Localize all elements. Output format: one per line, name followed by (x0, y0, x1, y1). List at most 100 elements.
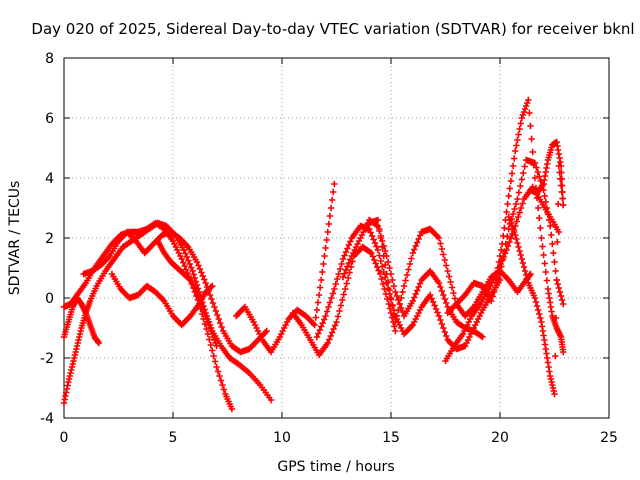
data-point (202, 312, 209, 320)
data-point (340, 291, 347, 298)
data-point (501, 248, 508, 255)
data-point (390, 282, 398, 290)
data-point (95, 339, 103, 347)
data-point (560, 201, 567, 209)
data-point (323, 308, 331, 315)
data-point (514, 195, 521, 203)
data-point (505, 192, 512, 200)
x-tick-label: 20 (491, 430, 509, 446)
data-point (448, 284, 456, 291)
data-point (531, 294, 539, 302)
data-point (312, 314, 319, 321)
data-point (526, 109, 533, 117)
data-point (527, 270, 534, 278)
data-point (450, 289, 457, 297)
data-point (213, 363, 220, 371)
data-point (186, 260, 193, 268)
data-point (513, 235, 520, 243)
data-point (506, 185, 514, 192)
data-point (498, 263, 505, 270)
data-point (211, 358, 219, 365)
data-point (443, 299, 450, 307)
data-point (208, 295, 215, 303)
data-point (440, 251, 447, 258)
data-point (211, 303, 218, 311)
data-point (263, 327, 270, 335)
data-point (438, 320, 446, 328)
x-tick-label: 10 (273, 430, 291, 446)
data-point (411, 246, 418, 253)
data-point (490, 288, 498, 296)
data-point (183, 253, 191, 261)
data-point (396, 300, 403, 308)
data-point (389, 276, 396, 284)
data-point (318, 276, 325, 284)
data-point (533, 302, 541, 310)
data-point (506, 216, 514, 224)
data-point (319, 268, 326, 276)
data-point (416, 232, 424, 239)
data-point (505, 213, 512, 221)
data-point (376, 225, 383, 233)
data-point (393, 292, 401, 300)
data-point (531, 174, 539, 182)
data-point (504, 200, 511, 208)
data-point (532, 298, 540, 306)
data-point (427, 291, 434, 299)
data-point (393, 312, 401, 320)
data-point (413, 287, 421, 294)
data-point (403, 271, 411, 279)
data-point (189, 267, 196, 275)
data-point (214, 311, 221, 319)
data-point (344, 274, 352, 282)
data-point (479, 333, 486, 341)
x-tick-label: 15 (382, 430, 400, 446)
data-point (228, 405, 236, 413)
data-point (326, 212, 334, 220)
data-point (412, 290, 419, 298)
data-point (344, 263, 351, 270)
data-point (328, 196, 336, 204)
data-point (441, 328, 448, 336)
data-point (336, 307, 343, 315)
data-point (519, 259, 527, 267)
data-point (371, 256, 378, 264)
data-point (528, 135, 535, 143)
series-track-13 (444, 156, 567, 317)
data-point (313, 333, 321, 341)
data-point (201, 276, 208, 283)
data-point (207, 327, 215, 335)
data-point (322, 312, 329, 320)
data-point (341, 252, 348, 259)
data-point (557, 162, 565, 170)
data-point (434, 309, 441, 316)
data-point (530, 161, 537, 169)
y-tick-label: -4 (40, 411, 54, 427)
data-point (408, 255, 415, 262)
y-tick-label: 4 (45, 171, 54, 187)
data-point (203, 325, 210, 333)
y-axis-label: SDTVAR / TECUs (7, 181, 23, 296)
data-point (381, 274, 389, 281)
data-point (209, 347, 216, 354)
data-point (534, 168, 541, 176)
data-point (495, 258, 503, 266)
data-point (516, 247, 523, 255)
data-point (330, 325, 337, 333)
data-point (386, 264, 393, 272)
data-point (413, 239, 421, 246)
data-point (383, 270, 390, 278)
data-point (206, 324, 214, 332)
data-point (510, 155, 518, 162)
data-point (513, 142, 520, 149)
y-tick-label: 8 (45, 51, 54, 67)
data-point (507, 219, 515, 227)
data-point (329, 290, 337, 297)
data-point (518, 176, 525, 183)
data-point (555, 228, 563, 236)
data-point (315, 291, 323, 299)
data-point (559, 188, 566, 196)
data-point (197, 297, 204, 305)
data-point (555, 284, 563, 292)
